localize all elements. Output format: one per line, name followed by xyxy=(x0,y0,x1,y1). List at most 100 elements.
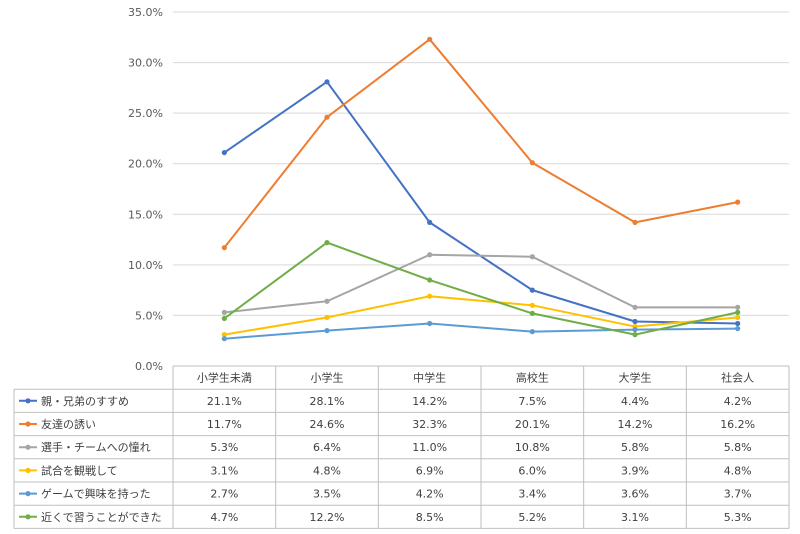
data-label: 8.5% xyxy=(416,511,444,524)
data-label: 12.2% xyxy=(310,511,345,524)
data-point xyxy=(529,302,535,308)
data-label: 6.4% xyxy=(313,441,341,454)
series-line xyxy=(223,241,738,336)
data-label: 3.9% xyxy=(621,464,649,477)
data-point xyxy=(427,36,433,42)
data-label: 4.4% xyxy=(621,395,649,408)
legend-marker xyxy=(25,421,31,427)
data-label: 5.8% xyxy=(621,441,649,454)
data-label: 4.7% xyxy=(210,511,238,524)
series-line xyxy=(223,80,738,325)
data-label: 2.7% xyxy=(210,488,238,501)
data-label: 10.8% xyxy=(515,441,550,454)
data-point xyxy=(427,219,433,225)
data-point xyxy=(324,114,330,120)
data-label: 21.1% xyxy=(207,395,242,408)
data-point xyxy=(632,332,638,338)
data-label: 14.2% xyxy=(618,418,653,431)
data-point xyxy=(324,298,330,304)
series-line xyxy=(224,253,738,314)
data-point xyxy=(221,245,227,251)
data-point xyxy=(221,149,227,156)
data-label: 5.2% xyxy=(518,511,546,524)
data-point xyxy=(221,315,227,322)
category-label: 社会人 xyxy=(721,371,754,385)
data-label: 14.2% xyxy=(412,395,447,408)
data-point xyxy=(529,287,535,293)
data-point xyxy=(735,199,741,205)
data-label: 28.1% xyxy=(310,395,345,408)
y-tick-label: 5.0% xyxy=(135,309,163,322)
legend-marker xyxy=(25,491,31,497)
data-label: 20.1% xyxy=(515,418,550,431)
data-label: 11.0% xyxy=(412,441,447,454)
legend-label: 選手・チームへの憧れ xyxy=(41,440,151,454)
category-label: 小学生 xyxy=(311,371,344,385)
data-label: 32.3% xyxy=(412,418,447,431)
data-label: 11.7% xyxy=(207,418,242,431)
data-label: 7.5% xyxy=(518,395,546,408)
legend-label: 近くで習うことができた xyxy=(41,510,162,524)
data-point xyxy=(632,304,638,310)
data-point xyxy=(735,325,741,332)
gridlines xyxy=(173,11,789,367)
legend-label: ゲームで興味を持った xyxy=(41,487,151,501)
data-label: 6.9% xyxy=(416,464,444,477)
y-tick-label: 30.0% xyxy=(128,57,163,70)
category-label: 小学生未満 xyxy=(197,371,252,385)
data-point xyxy=(529,254,535,260)
legend-marker xyxy=(25,467,31,473)
data-label: 4.8% xyxy=(724,464,752,477)
category-label: 中学生 xyxy=(413,371,446,385)
y-tick-label: 15.0% xyxy=(128,208,163,221)
data-label: 3.7% xyxy=(724,488,752,501)
data-point xyxy=(632,318,638,325)
data-point xyxy=(529,329,535,335)
data-point xyxy=(324,79,330,85)
data-point xyxy=(324,328,330,334)
data-point xyxy=(632,326,638,333)
data-label: 3.1% xyxy=(210,464,238,477)
data-label: 4.2% xyxy=(416,488,444,501)
data-label: 24.6% xyxy=(310,418,345,431)
data-point xyxy=(427,252,433,258)
category-label: 大学生 xyxy=(619,371,652,385)
data-label: 4.8% xyxy=(313,464,341,477)
data-point xyxy=(221,332,227,338)
data-point xyxy=(735,309,741,315)
series-line xyxy=(223,38,738,249)
category-label: 高校生 xyxy=(516,371,549,385)
legend-marker xyxy=(25,514,31,520)
data-point xyxy=(427,277,433,283)
data-point xyxy=(735,304,741,310)
data-label: 3.1% xyxy=(621,511,649,524)
data-label: 4.2% xyxy=(724,395,752,408)
data-point xyxy=(632,219,638,225)
data-label: 5.3% xyxy=(724,511,752,524)
y-tick-label: 25.0% xyxy=(128,107,163,120)
y-tick-label: 35.0% xyxy=(128,6,163,19)
data-point xyxy=(427,293,433,299)
data-point xyxy=(735,320,741,327)
y-tick-label: 20.0% xyxy=(128,158,163,171)
y-axis: 0.0% 5.0% 10.0% 15.0% 20.0% 25.0% 30.0% 35.0% xyxy=(128,6,163,373)
data-label: 3.6% xyxy=(621,488,649,501)
legend-marker xyxy=(25,398,31,404)
series-line xyxy=(224,322,738,340)
legend-label: 試合を観戦して xyxy=(41,463,118,477)
data-point xyxy=(221,336,227,342)
data-label: 16.2% xyxy=(720,418,755,431)
data-point xyxy=(324,314,330,321)
legend-label: 友達の誘い xyxy=(41,417,96,431)
data-point xyxy=(324,240,330,246)
legend-label: 親・兄弟のすすめ xyxy=(41,395,129,408)
series-lines xyxy=(221,36,741,342)
y-tick-label: 0.0% xyxy=(135,360,163,373)
data-point xyxy=(529,310,535,317)
data-point xyxy=(735,314,741,321)
data-label: 3.5% xyxy=(313,488,341,501)
data-label: 5.3% xyxy=(210,441,238,454)
series-line xyxy=(224,295,738,336)
